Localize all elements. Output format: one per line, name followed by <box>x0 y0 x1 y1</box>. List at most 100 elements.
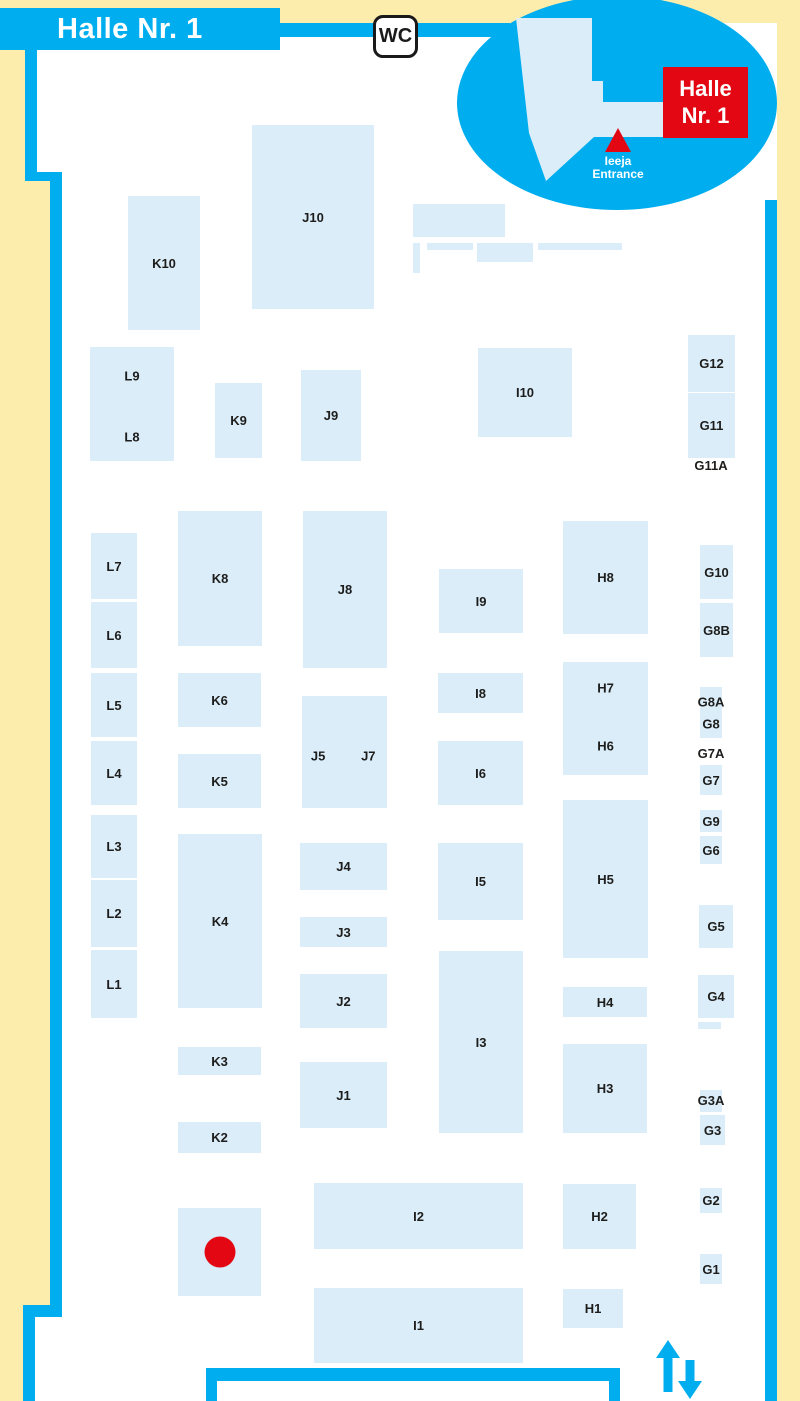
booth-G7[interactable]: G7 <box>700 765 722 795</box>
booth-K3[interactable]: K3 <box>178 1047 261 1075</box>
hall-border-left-step1 <box>25 172 62 181</box>
booth-G10[interactable]: G10 <box>700 545 733 599</box>
highlight[interactable] <box>178 1208 261 1296</box>
booth-label: H6 <box>597 738 614 754</box>
booth-I9[interactable]: I9 <box>439 569 523 633</box>
booth-label: G2 <box>702 1193 720 1208</box>
booth-K9[interactable]: K9 <box>215 383 262 458</box>
booth-J2[interactable]: J2 <box>300 974 387 1028</box>
area-c <box>427 243 473 250</box>
wc-icon[interactable]: WC <box>373 15 418 58</box>
area-g4s <box>698 1022 721 1029</box>
booth-label: I6 <box>475 765 486 781</box>
booth-I1[interactable]: I1 <box>314 1288 523 1363</box>
booth-label: K4 <box>211 913 229 929</box>
booth-L6[interactable]: L6 <box>91 602 137 668</box>
booth-H4[interactable]: H4 <box>563 987 647 1017</box>
booth-L4[interactable]: L4 <box>91 741 137 805</box>
booth-G5[interactable]: G5 <box>699 905 733 948</box>
booth-K8[interactable]: K8 <box>178 511 262 646</box>
entrance-label-lv: Ieeja <box>604 154 632 168</box>
booth-H7-H6[interactable]: H7 H6 <box>563 662 648 775</box>
booth-I2[interactable]: I2 <box>314 1183 523 1249</box>
booth-G8A-G8[interactable]: G8A G8 <box>698 687 724 738</box>
booth-label: K5 <box>211 773 228 789</box>
booth-J1[interactable]: J1 <box>300 1062 387 1128</box>
booth-label: G7 <box>702 772 720 788</box>
frame-top-strip <box>0 0 800 8</box>
booth-label: L1 <box>106 976 122 992</box>
booth-K5[interactable]: K5 <box>178 754 261 808</box>
booth-J5-J7[interactable]: J5 J7 <box>302 696 387 808</box>
booth-I10[interactable]: I10 <box>478 348 572 437</box>
booth-L7[interactable]: L7 <box>91 533 137 599</box>
booth-label: G8 <box>702 716 720 732</box>
booth-G12[interactable]: G12 <box>688 335 735 392</box>
booth-label: J4 <box>336 859 351 874</box>
wc-label: WC <box>378 25 413 47</box>
booth-J3[interactable]: J3 <box>300 917 387 947</box>
hall-border-left-lower <box>23 1317 35 1401</box>
booth-J4[interactable]: J4 <box>300 843 387 890</box>
booth-J9[interactable]: J9 <box>301 370 361 461</box>
booth-J10[interactable]: J10 <box>252 125 374 309</box>
booth-L3[interactable]: L3 <box>91 815 137 878</box>
booth-label: H1 <box>584 1301 602 1316</box>
frame-left-middle <box>0 172 50 1305</box>
booth-I8[interactable]: I8 <box>438 673 523 713</box>
booth-label: K8 <box>211 571 229 586</box>
booth-H5[interactable]: H5 <box>563 800 648 958</box>
booth-label: L9 <box>124 368 140 383</box>
booth-I5[interactable]: I5 <box>438 843 523 920</box>
booth-label: J3 <box>336 924 351 940</box>
booth-J8[interactable]: J8 <box>303 511 387 668</box>
booth-K6[interactable]: K6 <box>178 673 261 727</box>
booth-G3[interactable]: G3 <box>700 1115 725 1145</box>
booth-label: G8B <box>703 622 730 638</box>
booth-label: G11A <box>694 457 728 473</box>
booth-label: K9 <box>230 413 247 428</box>
booth-label: J5 <box>310 748 326 764</box>
booth-G11[interactable]: G11 <box>688 393 735 458</box>
booth-L9-L8[interactable]: L9 L8 <box>90 347 174 461</box>
booth-label: G3 <box>703 1122 722 1138</box>
hall-border-right <box>765 200 777 1401</box>
booth-label: I1 <box>413 1318 424 1333</box>
booth-L1[interactable]: L1 <box>91 950 137 1018</box>
booth-label: L8 <box>124 429 140 445</box>
booth-G2[interactable]: G2 <box>700 1188 722 1213</box>
booth-label: G12 <box>699 356 724 371</box>
area-a <box>413 204 505 237</box>
booth-H1[interactable]: H1 <box>563 1289 623 1328</box>
booth-G3A[interactable]: G3A <box>694 1090 728 1110</box>
booth-I3[interactable]: I3 <box>439 951 523 1133</box>
booth-label: H7 <box>597 680 614 696</box>
booth-label: L6 <box>106 627 122 643</box>
booth-G1[interactable]: G1 <box>700 1254 722 1284</box>
booth-K10[interactable]: K10 <box>128 196 200 330</box>
booth-H2[interactable]: H2 <box>563 1184 636 1249</box>
booth-H3[interactable]: H3 <box>563 1044 647 1133</box>
booth-G7A[interactable]: G7A <box>694 745 728 761</box>
booth-G11A[interactable]: G11A <box>682 456 740 474</box>
booth-K2[interactable]: K2 <box>178 1122 261 1153</box>
booth-label: H3 <box>596 1081 614 1096</box>
booth-K4[interactable]: K4 <box>178 834 262 1008</box>
hall-border-left-step2 <box>23 1305 62 1317</box>
page-title: Halle Nr. 1 <box>0 8 280 50</box>
booth-L5[interactable]: L5 <box>91 673 137 737</box>
booth-G8B[interactable]: G8B <box>700 603 733 657</box>
booth-G9[interactable]: G9 <box>700 810 722 832</box>
booth-label: K2 <box>211 1130 228 1145</box>
booth-label: G11 <box>699 418 724 433</box>
booth-label: L5 <box>106 697 122 713</box>
booth-H8[interactable]: H8 <box>563 521 648 634</box>
booth-G6[interactable]: G6 <box>700 836 722 864</box>
booth-G4[interactable]: G4 <box>698 975 734 1018</box>
booth-label: H5 <box>597 871 614 887</box>
booth-I6[interactable]: I6 <box>438 741 523 805</box>
booth-label: G9 <box>702 813 720 829</box>
booth-L2[interactable]: L2 <box>91 880 137 947</box>
booth-label: L4 <box>106 765 122 781</box>
area-g3a <box>700 1090 722 1112</box>
